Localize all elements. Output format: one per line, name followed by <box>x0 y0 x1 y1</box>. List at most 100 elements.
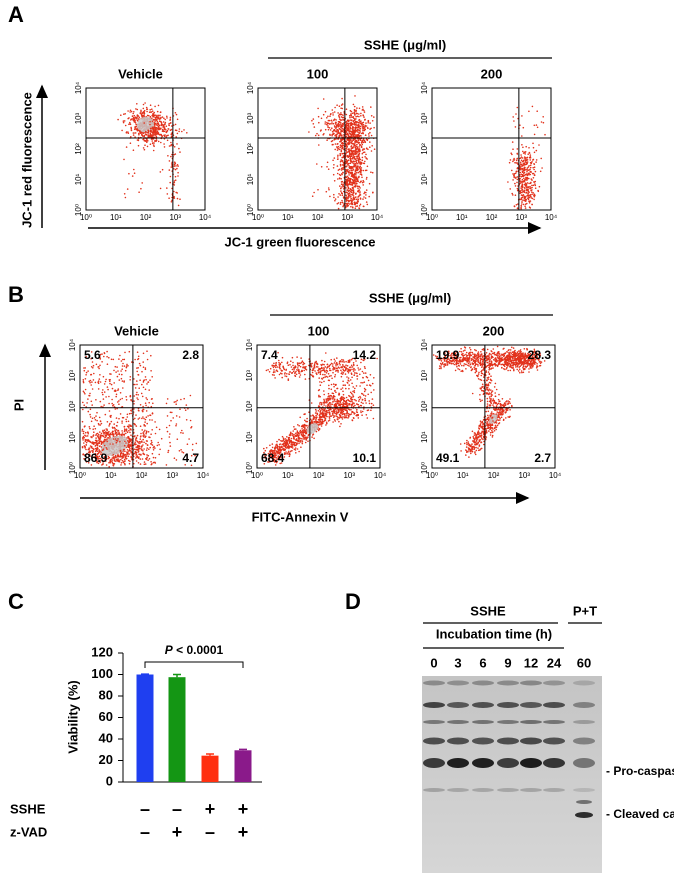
event-dot <box>92 434 95 436</box>
event-dot <box>164 118 166 121</box>
y-axis-label: JC-1 red fluorescence <box>19 92 34 228</box>
event-dot <box>341 418 344 420</box>
event-dot <box>102 398 105 400</box>
event-dot <box>106 432 108 434</box>
plot-frame <box>257 87 378 211</box>
event-dot <box>282 448 284 450</box>
event-dot <box>290 431 292 434</box>
event-dot <box>361 143 364 146</box>
event-dot <box>92 367 94 369</box>
event-dot <box>87 398 89 400</box>
event-dot <box>155 119 158 121</box>
event-dot <box>528 174 530 176</box>
event-dot <box>169 122 172 124</box>
event-dot <box>144 463 147 465</box>
event-dot <box>134 448 136 451</box>
p-symbol: P <box>165 643 174 657</box>
event-dot <box>338 403 340 405</box>
y-tick-label: 10¹ <box>420 173 429 185</box>
event-dot <box>153 127 155 130</box>
event-dot <box>338 134 341 137</box>
event-dot <box>540 157 542 160</box>
event-dot <box>351 178 354 181</box>
event-dot <box>299 430 301 433</box>
event-dot <box>523 195 526 198</box>
event-dot <box>100 405 102 408</box>
event-dot <box>332 122 335 125</box>
event-dot <box>140 109 142 112</box>
event-dot <box>121 430 123 432</box>
event-dot <box>332 143 334 146</box>
event-dot <box>524 153 526 155</box>
event-dot <box>151 452 154 455</box>
event-dot <box>347 372 350 374</box>
event-dot <box>362 138 365 140</box>
treatment-label: SSHE (μg/ml) <box>369 290 451 305</box>
event-dot <box>355 411 358 413</box>
event-dot <box>122 461 125 463</box>
event-dot <box>336 147 339 149</box>
event-dot <box>129 440 131 443</box>
event-dot <box>137 373 139 376</box>
event-dot <box>267 369 269 371</box>
event-dot <box>317 189 319 191</box>
event-dot <box>118 403 120 406</box>
event-dot <box>181 130 183 133</box>
event-dot <box>353 181 356 184</box>
event-dot <box>142 405 144 408</box>
event-dot <box>124 124 127 127</box>
event-dot <box>332 159 334 162</box>
event-dot <box>149 419 151 421</box>
event-dot <box>145 106 148 109</box>
event-dot <box>166 398 169 400</box>
event-dot <box>526 161 529 163</box>
event-dot <box>362 121 365 124</box>
event-dot <box>345 152 347 155</box>
event-dot <box>130 452 132 454</box>
event-dot <box>130 398 132 401</box>
event-dot <box>508 161 511 164</box>
event-dot <box>531 191 533 193</box>
event-dot <box>305 439 308 441</box>
event-dot <box>179 408 181 411</box>
event-dot <box>363 151 366 153</box>
event-dot <box>521 165 524 167</box>
event-dot <box>327 128 330 131</box>
event-dot <box>305 425 307 427</box>
event-dot <box>278 365 281 367</box>
event-dot <box>354 142 356 144</box>
event-dot <box>147 140 149 142</box>
event-dot <box>346 175 349 178</box>
event-dot <box>115 431 118 434</box>
event-dot <box>519 175 521 177</box>
event-dot <box>111 459 113 461</box>
event-dot <box>124 369 127 372</box>
event-dot <box>340 181 343 183</box>
event-dot <box>176 132 179 135</box>
event-dot <box>129 379 131 381</box>
event-dot <box>148 436 150 438</box>
event-dot <box>353 144 355 146</box>
event-dot <box>145 435 147 438</box>
event-dot <box>359 187 361 189</box>
event-dot <box>521 184 523 187</box>
event-dot <box>341 371 343 373</box>
event-dot <box>524 173 527 176</box>
event-dot <box>117 438 119 440</box>
event-dot <box>165 136 167 138</box>
event-dot <box>144 418 147 421</box>
band-label: - Cleaved caspase-3 <box>606 807 674 821</box>
y-tick-label: 10⁴ <box>74 81 83 94</box>
event-dot <box>331 377 333 380</box>
event-dot <box>126 413 129 416</box>
event-dot <box>514 172 517 175</box>
event-dot <box>359 162 361 165</box>
event-dot <box>175 191 177 194</box>
event-dot <box>144 102 146 104</box>
event-dot <box>150 439 153 442</box>
event-dot <box>118 417 120 420</box>
event-dot <box>174 112 177 114</box>
event-dot <box>347 195 350 197</box>
event-dot <box>532 166 534 169</box>
event-dot <box>122 120 125 122</box>
